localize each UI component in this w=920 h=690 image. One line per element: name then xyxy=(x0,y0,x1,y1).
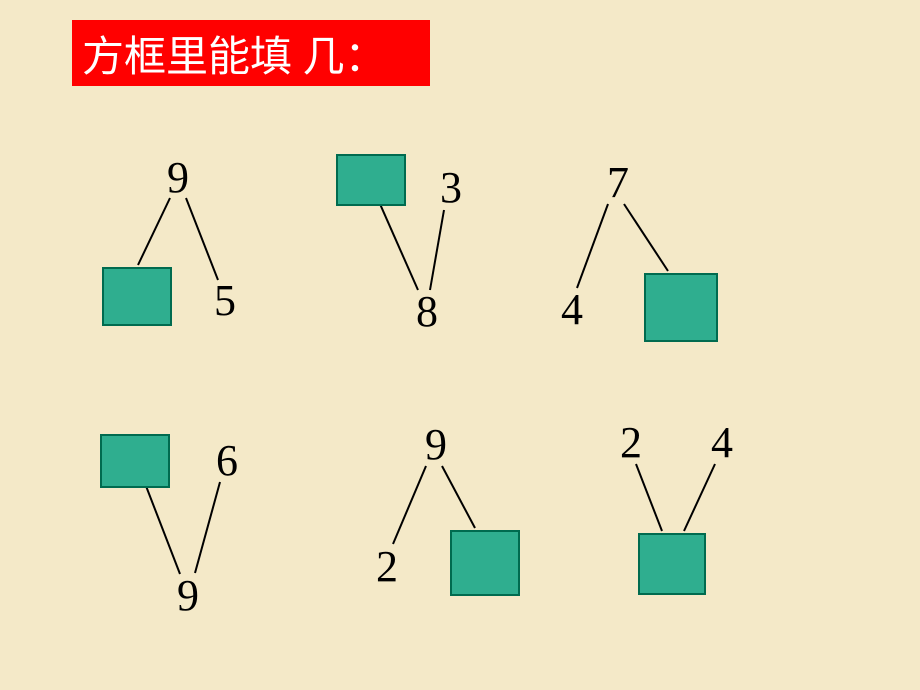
number-label: 9 xyxy=(177,574,199,618)
answer-box[interactable] xyxy=(100,434,170,488)
number-label: 4 xyxy=(711,421,733,465)
number-label: 9 xyxy=(167,156,189,200)
number-label: 7 xyxy=(607,161,629,205)
worksheet-canvas: 方框里能填 几： 9 5 3 8 7 4 6 9 9 2 2 4 xyxy=(0,0,920,690)
answer-box[interactable] xyxy=(638,533,706,595)
number-label: 4 xyxy=(561,288,583,332)
answer-box[interactable] xyxy=(336,154,406,206)
number-label: 3 xyxy=(440,166,462,210)
answer-box[interactable] xyxy=(644,273,718,342)
answer-box[interactable] xyxy=(102,267,172,326)
number-label: 8 xyxy=(416,290,438,334)
title-box: 方框里能填 几： xyxy=(72,20,430,86)
number-label: 2 xyxy=(376,545,398,589)
answer-box[interactable] xyxy=(450,530,520,596)
number-label: 5 xyxy=(214,279,236,323)
title-text: 方框里能填 几： xyxy=(82,23,387,84)
number-label: 2 xyxy=(620,421,642,465)
number-label: 9 xyxy=(425,423,447,467)
number-label: 6 xyxy=(216,439,238,483)
